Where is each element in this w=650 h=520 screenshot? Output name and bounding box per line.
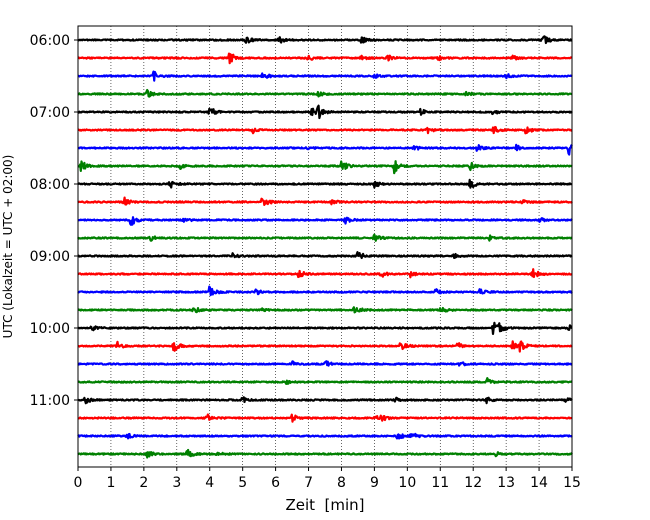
x-tick-label: 15: [563, 475, 581, 491]
trace-1115: [77, 413, 573, 423]
x-tick-label: 3: [172, 475, 181, 491]
y-tick-label: 11:00: [30, 393, 70, 409]
plot-frame: [77, 25, 573, 468]
x-tick-label: 12: [464, 475, 482, 491]
x-tick-label: 6: [271, 475, 280, 491]
x-tick-label: 11: [431, 475, 449, 491]
x-axis-title: Zeit [min]: [285, 496, 364, 514]
trace-0630: [77, 70, 573, 82]
x-tick-label: 4: [205, 475, 214, 491]
trace-1045: [77, 377, 573, 385]
trace-0645: [77, 88, 573, 98]
trace-0830: [77, 216, 573, 226]
trace-0845: [77, 233, 573, 242]
x-tick-label: 8: [337, 475, 346, 491]
trace-1145: [77, 448, 573, 459]
x-tick-label: 9: [370, 475, 379, 491]
x-tick-label: 2: [139, 475, 148, 491]
y-tick-label: 10:00: [30, 321, 70, 337]
trace-1100: [77, 396, 573, 405]
x-tick-label: 1: [106, 475, 115, 491]
trace-0800: [77, 178, 573, 189]
trace-0615: [77, 52, 573, 65]
trace-1000: [77, 321, 573, 336]
x-tick-label: 14: [530, 475, 548, 491]
trace-0745: [77, 160, 573, 175]
trace-0930: [77, 285, 573, 297]
trace-0915: [77, 268, 573, 279]
y-axis-title: UTC (Lokalzeit = UTC + 02:00): [1, 155, 15, 339]
trace-1030: [77, 360, 573, 367]
trace-0700: [77, 104, 573, 120]
trace-1130: [77, 432, 573, 440]
x-tick-label: 7: [304, 475, 313, 491]
x-axis-ticks: 0 1 2 3 4 5 6 7 8 9 10 11 12 13 14 15: [74, 467, 581, 491]
y-tick-label: 09:00: [30, 249, 70, 265]
y-tick-label: 08:00: [30, 177, 70, 193]
trace-0900: [77, 251, 573, 260]
y-tick-label: 07:00: [30, 105, 70, 121]
y-axis-ticks: 06:00 07:00 08:00 09:00 10:00 11:00: [30, 33, 78, 409]
x-tick-label: 0: [74, 475, 83, 491]
x-tick-label: 10: [398, 475, 416, 491]
trace-0815: [77, 196, 573, 206]
trace-0730: [77, 143, 573, 156]
trace-0600: [77, 35, 573, 45]
y-tick-label: 06:00: [30, 33, 70, 49]
trace-1015: [77, 340, 573, 353]
x-tick-label: 5: [238, 475, 247, 491]
trace-0945: [77, 306, 573, 314]
trace-0715: [77, 125, 573, 135]
x-tick-label: 13: [497, 475, 515, 491]
seismogram-traces: [77, 35, 573, 459]
